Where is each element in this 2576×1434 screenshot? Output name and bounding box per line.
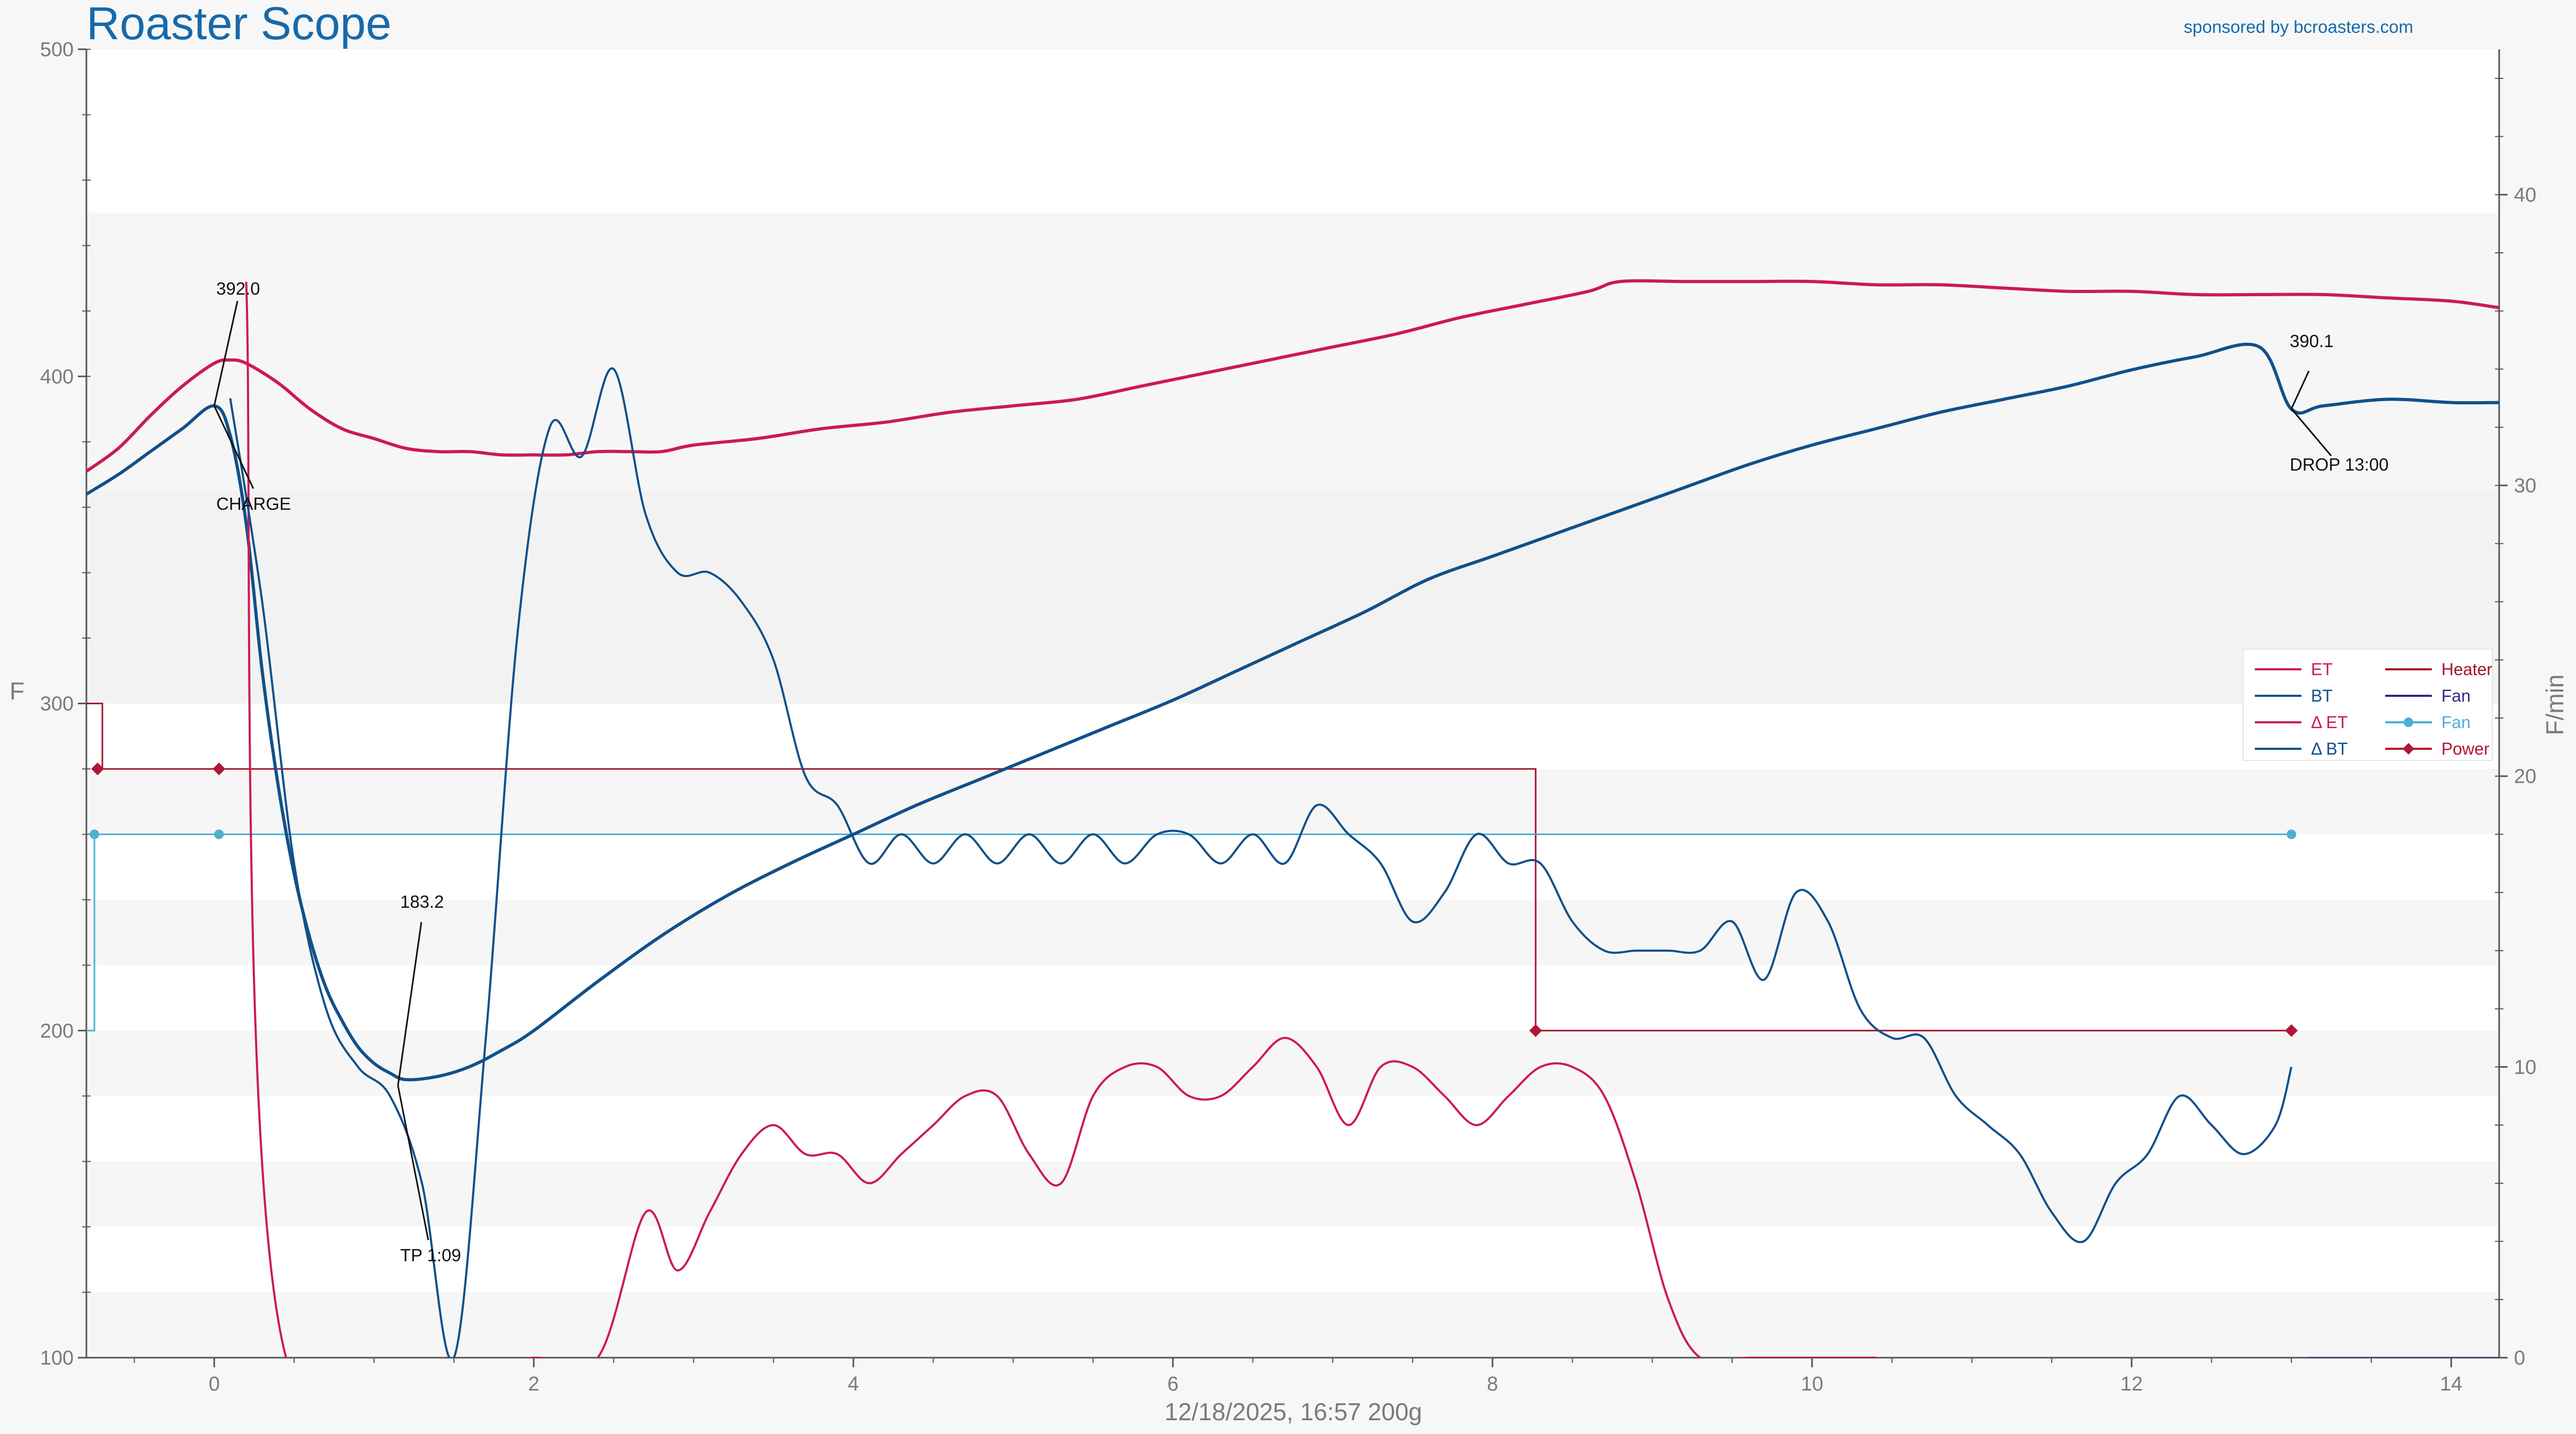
annotation-leader — [397, 922, 422, 1086]
y2-tick-label: 20 — [2514, 766, 2536, 788]
y-axis-label: F — [10, 677, 24, 705]
legend-diamond-icon — [2403, 743, 2414, 755]
legend-label: Power — [2441, 739, 2490, 758]
x-tick-label: 12 — [2121, 1373, 2143, 1395]
x-tick-label: 10 — [1801, 1373, 1823, 1395]
app-title: Roaster Scope — [86, 0, 391, 49]
fan-marker — [214, 829, 224, 839]
grid-band — [86, 491, 2499, 704]
annotation-leader — [213, 300, 239, 406]
fan-marker — [90, 829, 100, 839]
legend-label: Fan — [2441, 686, 2471, 705]
y-tick-label: 100 — [40, 1347, 74, 1369]
y2-tick-label: 40 — [2514, 184, 2536, 206]
et-series-line — [86, 279, 2499, 473]
power-marker — [2285, 1024, 2298, 1037]
grid-band — [86, 768, 2499, 835]
x-tick-label: 8 — [1487, 1373, 1498, 1395]
grid-band — [86, 213, 2499, 491]
x-tick-label: 4 — [848, 1373, 859, 1395]
sponsor-link[interactable]: sponsored by bcroasters.com — [2184, 17, 2413, 37]
y2-tick-label: 30 — [2514, 475, 2536, 497]
power-marker — [213, 762, 226, 775]
grid-band — [86, 1292, 2499, 1358]
legend-label: Fan — [2441, 713, 2471, 732]
grid-band — [86, 899, 2499, 966]
legend-box — [2243, 649, 2493, 761]
annotation-label: 392.0 — [216, 279, 260, 298]
y-tick-label: 400 — [40, 366, 74, 388]
delta_bt-series-line — [229, 367, 2293, 1358]
annotation-leader — [213, 405, 254, 489]
legend-label: Heater — [2441, 660, 2492, 679]
annotation-label: DROP 13:00 — [2290, 455, 2389, 474]
y-tick-label: 200 — [40, 1020, 74, 1042]
heater-line — [86, 703, 2292, 1032]
power-marker — [91, 762, 104, 775]
legend-label: ET — [2311, 660, 2333, 679]
y2-axis-label: F/min — [2541, 675, 2569, 736]
x-tick-label: 14 — [2440, 1373, 2462, 1395]
grid-band — [86, 1161, 2499, 1227]
fan-event-line — [86, 833, 2292, 1032]
annotation-label: 390.1 — [2290, 331, 2334, 351]
footer-info: 12/18/2025, 16:57 200g — [1165, 1398, 1422, 1426]
annotation-leader — [2290, 370, 2310, 409]
bt-series-line — [86, 342, 2499, 1082]
fan-marker — [2287, 829, 2297, 839]
y-tick-label: 300 — [40, 693, 74, 715]
legend-label: BT — [2311, 686, 2333, 705]
legend-dot-icon — [2404, 718, 2413, 727]
y-tick-label: 500 — [40, 39, 74, 61]
annotation-label: CHARGE — [216, 494, 291, 514]
legend-label: Δ BT — [2311, 739, 2348, 758]
y2-tick-label: 0 — [2514, 1347, 2525, 1369]
delta_et-series-line — [245, 281, 1876, 1358]
annotation-label: 183.2 — [400, 892, 444, 911]
series-lines — [86, 279, 2499, 1358]
y2-tick-label: 10 — [2514, 1056, 2536, 1078]
legend: ET Heater BT Fan Δ ET Fan Δ BT Power — [2243, 649, 2493, 761]
x-tick-label: 0 — [209, 1373, 220, 1395]
power-marker — [1529, 1024, 1542, 1037]
event-lines — [86, 703, 2499, 1358]
annotation-leader — [2290, 408, 2332, 456]
annotations: 392.0 CHARGE 183.2 TP 1:09 390.1 DROP 13:00 — [213, 279, 2389, 1265]
grid-bands — [86, 213, 2499, 1358]
x-tick-label: 2 — [528, 1373, 540, 1395]
annotation-leader — [397, 1085, 429, 1241]
annotation-label: TP 1:09 — [400, 1245, 461, 1265]
x-tick-label: 6 — [1167, 1373, 1178, 1395]
legend-label: Δ ET — [2311, 713, 2348, 732]
